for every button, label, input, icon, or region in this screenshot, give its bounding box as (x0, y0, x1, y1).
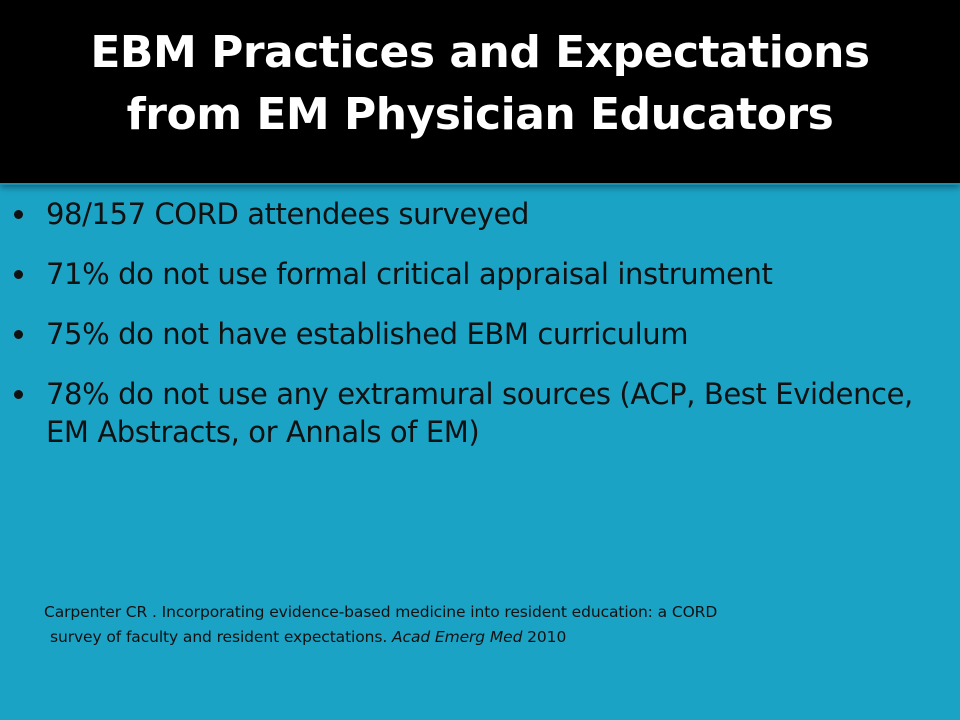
bullet-dot-icon (14, 210, 23, 219)
bullet-item: 71% do not use formal critical appraisal… (0, 255, 960, 293)
citation-text: survey of faculty and resident expectati… (50, 628, 393, 646)
citation: Carpenter CR . Incorporating evidence-ba… (44, 600, 924, 650)
citation-line-2: survey of faculty and resident expectati… (44, 625, 924, 650)
slide-title: EBM Practices and Expectations from EM P… (0, 22, 960, 146)
title-line-1: EBM Practices and Expectations (90, 27, 870, 78)
citation-line-1: Carpenter CR . Incorporating evidence-ba… (44, 603, 718, 621)
bullet-text: 78% do not use any extramural sources (A… (46, 377, 913, 449)
bullet-item: 98/157 CORD attendees surveyed (0, 195, 960, 233)
bullet-dot-icon (14, 270, 23, 279)
citation-journal: Acad Emerg Med (392, 628, 523, 646)
bullet-text: 71% do not use formal critical appraisal… (46, 257, 773, 291)
bullet-item: 75% do not have established EBM curricul… (0, 315, 960, 353)
bullet-list: 98/157 CORD attendees surveyed 71% do no… (0, 195, 960, 473)
bullet-text: 75% do not have established EBM curricul… (46, 317, 689, 351)
bullet-dot-icon (14, 330, 23, 339)
title-bar: EBM Practices and Expectations from EM P… (0, 0, 960, 185)
citation-year: 2010 (522, 628, 567, 646)
bullet-item: 78% do not use any extramural sources (A… (0, 375, 960, 451)
bullet-dot-icon (14, 390, 23, 399)
title-line-2: from EM Physician Educators (126, 89, 834, 140)
bullet-text: 98/157 CORD attendees surveyed (46, 197, 529, 231)
